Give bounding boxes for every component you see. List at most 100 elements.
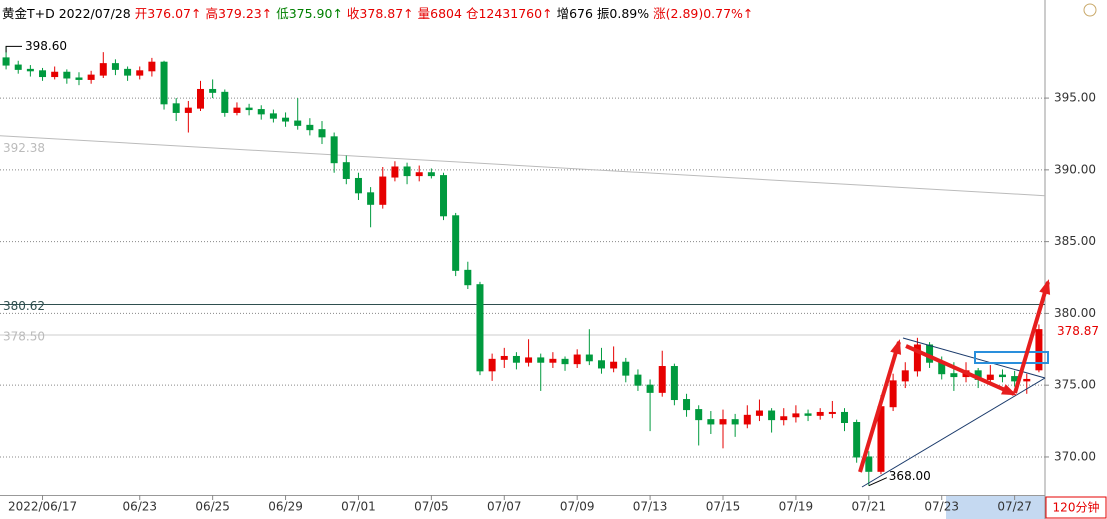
candle-body bbox=[488, 358, 496, 372]
candle-body bbox=[306, 124, 314, 131]
candle-body bbox=[136, 70, 144, 76]
candle-body bbox=[792, 413, 800, 418]
candle-body bbox=[634, 374, 642, 386]
candle-body bbox=[294, 120, 302, 126]
candle-body bbox=[269, 113, 277, 119]
candle-body bbox=[257, 109, 265, 115]
period-label: 120分钟 bbox=[1053, 500, 1100, 515]
low-label: 368.00 bbox=[889, 469, 931, 483]
y-tick-label: 395.00 bbox=[1054, 91, 1096, 105]
high-label: 398.60 bbox=[25, 39, 67, 53]
candle-body bbox=[354, 177, 362, 194]
y-tick-label: 370.00 bbox=[1054, 449, 1096, 463]
drawings bbox=[858, 279, 1051, 488]
candle-body bbox=[87, 74, 95, 80]
candle-body bbox=[26, 68, 34, 72]
period-box bbox=[1045, 496, 1107, 519]
candle-body bbox=[63, 71, 71, 79]
candle-body bbox=[367, 192, 375, 205]
settings-icon[interactable] bbox=[1083, 3, 1097, 17]
triangle-line bbox=[861, 377, 1046, 488]
candle-body bbox=[707, 419, 715, 425]
candle-body bbox=[695, 409, 703, 421]
x-tick-label: 07/15 bbox=[706, 500, 741, 514]
header-item: 开376.07↑ bbox=[134, 6, 202, 21]
y-tick-label: 385.00 bbox=[1054, 234, 1096, 248]
candle-body bbox=[816, 411, 824, 416]
x-tick-label: 07/27 bbox=[997, 500, 1032, 514]
candle-body bbox=[51, 71, 59, 78]
candle-body bbox=[658, 366, 666, 393]
candle-body bbox=[245, 107, 253, 111]
header-item: 仓12431760↑ bbox=[465, 6, 553, 21]
header-item: 低375.90↑ bbox=[276, 6, 343, 21]
trend-line bbox=[0, 135, 1046, 197]
x-tick-label: 07/07 bbox=[487, 500, 522, 514]
candle-body bbox=[124, 68, 132, 76]
candle-body bbox=[512, 355, 520, 363]
x-tick-label: 07/19 bbox=[779, 500, 814, 514]
candle-body bbox=[464, 269, 472, 286]
y-tick-label: 390.00 bbox=[1054, 162, 1096, 176]
candle-body bbox=[427, 172, 435, 177]
candle-body bbox=[452, 215, 460, 271]
candle-body bbox=[768, 410, 776, 421]
x-tick-label: 06/25 bbox=[195, 500, 230, 514]
candle-body bbox=[184, 107, 192, 113]
candle-body bbox=[233, 107, 241, 113]
candle-body bbox=[440, 175, 448, 217]
candle-body bbox=[853, 422, 861, 458]
candle-body bbox=[877, 406, 885, 472]
candle-body bbox=[780, 416, 788, 421]
candle-body bbox=[804, 413, 812, 416]
candle-body bbox=[172, 103, 180, 113]
header-item: 黄金T+D 2022/07/28 bbox=[2, 6, 131, 21]
candle-body bbox=[683, 399, 691, 411]
candle-body bbox=[901, 370, 909, 382]
candle-body bbox=[719, 419, 727, 425]
candle-body bbox=[743, 414, 751, 425]
high-marker bbox=[5, 45, 22, 53]
trend-label: 392.38 bbox=[3, 141, 45, 155]
y-tick-label: 380.00 bbox=[1054, 306, 1096, 320]
candle-body bbox=[622, 361, 630, 376]
breakout-box bbox=[974, 351, 1049, 364]
candle-body bbox=[573, 354, 581, 365]
x-tick-label: 07/09 bbox=[560, 500, 595, 514]
candle-body bbox=[221, 91, 229, 113]
candle-body bbox=[731, 419, 739, 425]
candle-body bbox=[597, 360, 605, 369]
candle-body bbox=[99, 63, 107, 76]
candle-body bbox=[1023, 378, 1031, 382]
candle-body bbox=[2, 57, 10, 66]
candle-body bbox=[755, 410, 763, 416]
header-item: 高379.23↑ bbox=[205, 6, 273, 21]
candle-body bbox=[196, 88, 204, 109]
candle-body bbox=[500, 355, 508, 360]
header-item: 收378.87↑ bbox=[346, 6, 414, 21]
candle-body bbox=[318, 129, 326, 138]
candle-body bbox=[537, 357, 545, 363]
candle-body bbox=[549, 358, 557, 363]
candle-body bbox=[585, 354, 593, 362]
candle-body bbox=[950, 373, 958, 378]
header-item: 振0.89% bbox=[596, 6, 650, 21]
header-item: 涨(2.89)0.77%↑ bbox=[653, 6, 754, 21]
candle-body bbox=[148, 61, 156, 72]
candle-body bbox=[476, 284, 484, 372]
candle-body bbox=[828, 411, 836, 414]
x-tick-label: 2022/06/17 bbox=[8, 500, 77, 514]
candle-body bbox=[561, 358, 569, 365]
candle-body bbox=[525, 357, 533, 363]
header: 黄金T+D 2022/07/28 开376.07↑ 高379.23↑ 低375.90↑… bbox=[2, 3, 757, 22]
candle-body bbox=[865, 456, 873, 472]
candle-body bbox=[415, 172, 423, 177]
candle-body bbox=[111, 63, 119, 70]
candle-body bbox=[342, 162, 350, 179]
header-item: 增676 bbox=[556, 6, 593, 21]
candle-body bbox=[403, 166, 411, 177]
candle-body bbox=[14, 64, 22, 70]
candle-body bbox=[986, 374, 994, 380]
